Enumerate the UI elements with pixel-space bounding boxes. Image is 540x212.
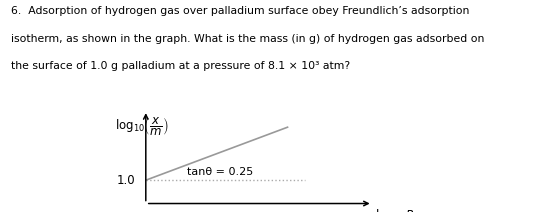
Text: $\log_{10}P$: $\log_{10}P$ — [375, 207, 415, 212]
Text: tanθ = 0.25: tanθ = 0.25 — [187, 167, 253, 177]
Text: the surface of 1.0 g palladium at a pressure of 8.1 × 10³ atm?: the surface of 1.0 g palladium at a pres… — [11, 61, 350, 71]
Text: $\log_{10}\!\left(\dfrac{x}{m}\right)$: $\log_{10}\!\left(\dfrac{x}{m}\right)$ — [114, 115, 168, 137]
Text: isotherm, as shown in the graph. What is the mass (in g) of hydrogen gas adsorbe: isotherm, as shown in the graph. What is… — [11, 34, 484, 44]
Text: 1.0: 1.0 — [117, 174, 136, 187]
Text: 6.  Adsorption of hydrogen gas over palladium surface obey Freundlich’s adsorpti: 6. Adsorption of hydrogen gas over palla… — [11, 6, 469, 16]
